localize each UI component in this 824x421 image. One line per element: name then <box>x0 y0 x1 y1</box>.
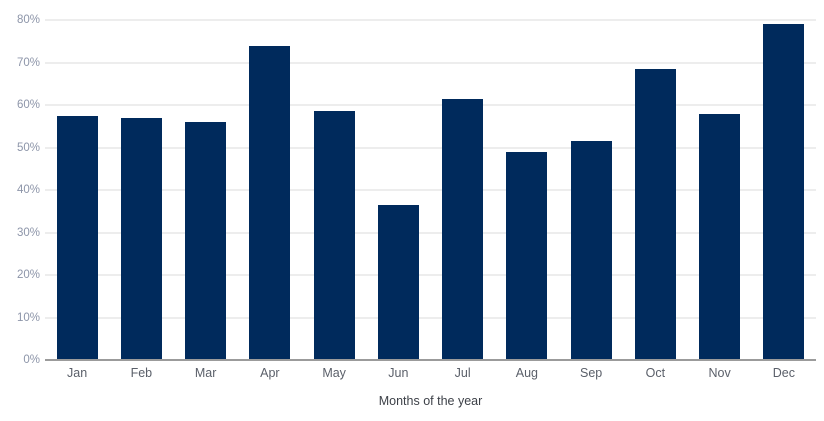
y-tick-label-40%: 40% <box>16 184 40 196</box>
gridline-30% <box>45 231 816 234</box>
y-tick-label-80%: 80% <box>16 14 40 26</box>
gridline-40% <box>45 189 816 191</box>
bar-oct[interactable] <box>634 68 676 360</box>
bar-series <box>45 20 816 360</box>
bar-slot-feb <box>109 20 173 360</box>
bar-slot-jan <box>45 20 109 360</box>
x-tick-label-dec: Dec <box>772 366 795 380</box>
bar-slot-nov <box>688 20 752 360</box>
x-tick-label-nov: Nov <box>708 366 731 380</box>
y-tick-label-20%: 20% <box>16 269 40 281</box>
x-tick-label-aug: Aug <box>515 366 538 380</box>
bar-slot-sep <box>559 20 623 360</box>
bar-dec[interactable] <box>763 24 805 360</box>
x-tick-label-mar: Mar <box>194 366 217 380</box>
x-tick-label-sep: Sep <box>580 366 603 380</box>
bar-nov[interactable] <box>699 113 741 360</box>
gridline-50% <box>45 146 816 149</box>
x-axis-labels: Jan Feb Mar Apr May Jun Jul Aug Sep Oct Nov Dec <box>45 366 816 380</box>
gridline-60% <box>45 104 816 106</box>
x-tick-label-jun: Jun <box>388 366 409 380</box>
bar-slot-aug <box>495 20 559 360</box>
x-tick-label-jul: Jul <box>454 366 471 380</box>
x-tick-label-jan: Jan <box>67 366 88 380</box>
x-axis-line <box>45 359 816 361</box>
bar-slot-oct <box>623 20 687 360</box>
gridline-20% <box>45 274 816 276</box>
bar-jun[interactable] <box>377 204 419 360</box>
y-tick-label-30%: 30% <box>16 226 40 239</box>
bar-slot-may <box>302 20 366 360</box>
y-tick-label-0%: 0% <box>23 354 40 366</box>
gridline-80% <box>45 19 816 21</box>
bar-slot-apr <box>238 20 302 360</box>
bar-feb[interactable] <box>120 117 162 360</box>
y-tick-label-60%: 60% <box>16 99 40 111</box>
bar-slot-mar <box>174 20 238 360</box>
bar-jul[interactable] <box>442 98 484 360</box>
gridline-70% <box>45 61 816 64</box>
x-axis-title: Months of the year <box>378 394 483 408</box>
gridline-10% <box>45 316 816 319</box>
x-tick-label-feb: Feb <box>130 366 153 380</box>
y-tick-label-70%: 70% <box>16 56 40 69</box>
bar-sep[interactable] <box>570 141 612 360</box>
bar-slot-jul <box>431 20 495 360</box>
plot-area <box>45 19 816 361</box>
y-tick-label-50%: 50% <box>16 141 40 154</box>
bar-apr[interactable] <box>249 45 291 360</box>
bar-mar[interactable] <box>185 122 227 360</box>
bar-aug[interactable] <box>506 151 548 360</box>
bar-slot-dec <box>752 20 816 360</box>
bar-may[interactable] <box>313 111 355 360</box>
x-tick-label-may: May <box>322 366 346 380</box>
bar-jan[interactable] <box>56 115 98 360</box>
y-tick-label-10%: 10% <box>16 311 40 324</box>
x-tick-label-oct: Oct <box>645 366 666 380</box>
x-tick-label-apr: Apr <box>260 366 280 380</box>
bar-slot-jun <box>366 20 430 360</box>
